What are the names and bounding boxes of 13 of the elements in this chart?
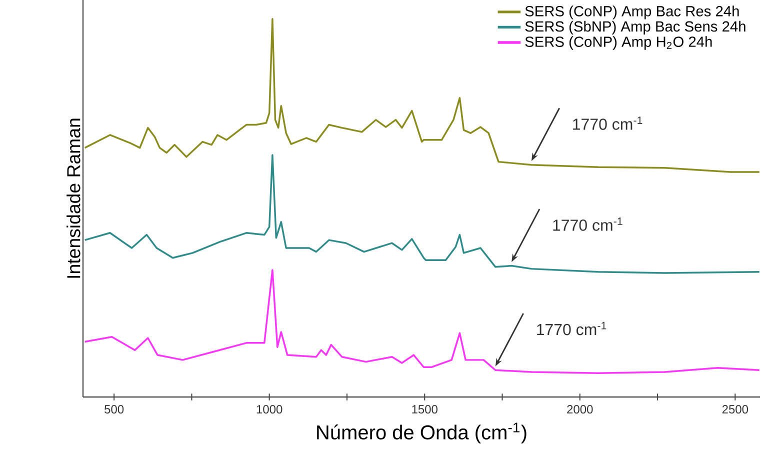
x-tick-label: 500 xyxy=(104,405,124,414)
x-axis-title: Número de Onda (cm$^{-1}$) xyxy=(317,422,526,444)
legend-label: SERS (SbNP) Amp Bac Sens 24h xyxy=(525,20,746,35)
legend-label: SERS (CoNP) Amp Bac Res 24h xyxy=(525,6,739,20)
annotation: 1770 cm$^{-1}$ xyxy=(553,218,622,231)
x-tick-label: 1500 xyxy=(412,405,438,414)
x-tick-label: 1000 xyxy=(256,405,282,414)
y-axis-title: Intensidade Raman xyxy=(66,118,80,278)
annotation: 1770 cm$^{-1}$ xyxy=(573,116,642,130)
legend-label: SERS (CoNP) Amp H$_{2}$O 24h xyxy=(525,36,712,50)
annotation: 1770 cm$^{-1}$ xyxy=(537,322,606,336)
x-tick-label: 2000 xyxy=(567,405,593,414)
x-tick-label: 2500 xyxy=(722,405,748,414)
